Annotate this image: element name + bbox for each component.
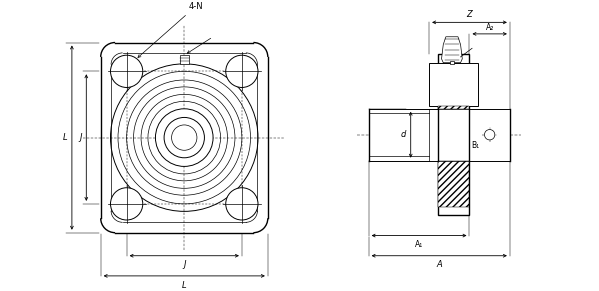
Polygon shape bbox=[441, 37, 462, 63]
Text: L: L bbox=[63, 133, 67, 142]
Text: 4-N: 4-N bbox=[138, 2, 203, 57]
Bar bbox=[438, 54, 470, 215]
Text: A: A bbox=[436, 260, 442, 269]
Bar bbox=[180, 55, 189, 64]
Text: d: d bbox=[401, 130, 406, 139]
Text: Z: Z bbox=[467, 10, 473, 19]
Ellipse shape bbox=[156, 109, 213, 166]
Text: L: L bbox=[182, 281, 186, 290]
Bar bbox=[368, 109, 510, 161]
Text: J: J bbox=[183, 260, 186, 269]
Circle shape bbox=[485, 129, 495, 140]
Text: S: S bbox=[458, 89, 463, 98]
Bar bbox=[429, 63, 478, 106]
Circle shape bbox=[110, 188, 143, 220]
Circle shape bbox=[226, 55, 258, 88]
Text: A₁: A₁ bbox=[415, 239, 423, 249]
Circle shape bbox=[110, 55, 143, 88]
Bar bbox=[438, 161, 470, 207]
Text: A₂: A₂ bbox=[485, 23, 494, 32]
Bar bbox=[438, 106, 470, 109]
Circle shape bbox=[226, 188, 258, 220]
Text: B₁: B₁ bbox=[471, 141, 479, 150]
Bar bbox=[450, 61, 454, 64]
Bar bbox=[438, 109, 470, 161]
Text: J: J bbox=[79, 133, 81, 142]
